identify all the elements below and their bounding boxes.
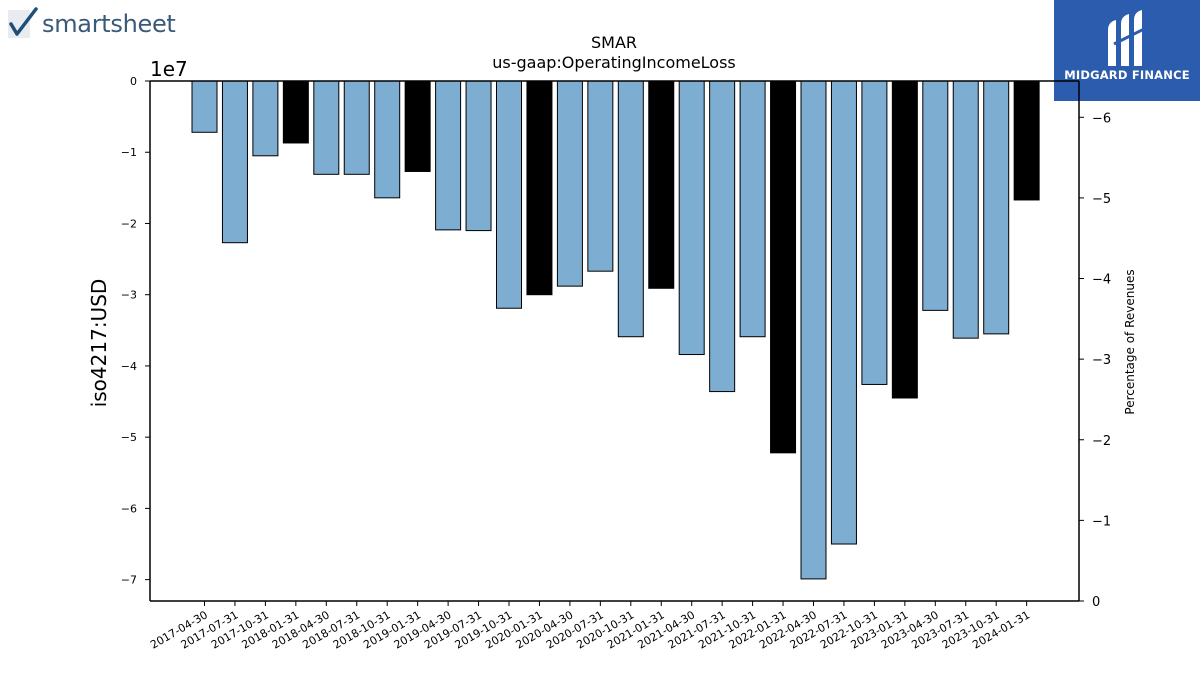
bar-2020-10-31 bbox=[617, 80, 644, 338]
bar-2023-04-30 bbox=[922, 80, 949, 311]
y-tick-label: −1 bbox=[121, 146, 137, 159]
y-offset-label: 1e7 bbox=[150, 57, 188, 81]
y2-tick-label: −6 bbox=[1092, 111, 1111, 126]
bar-2017-04-30 bbox=[191, 80, 218, 133]
y-tick-label: 0 bbox=[130, 75, 137, 88]
bar-2021-04-30 bbox=[678, 80, 705, 356]
bar-2022-10-31 bbox=[861, 80, 888, 385]
y-tick-label: −7 bbox=[121, 574, 137, 587]
midgard-finance-wordmark: MIDGARD FINANCE bbox=[1064, 68, 1190, 82]
bars-group bbox=[191, 80, 1040, 580]
y-tick-label: −5 bbox=[121, 431, 137, 444]
y2-tick-label: −5 bbox=[1092, 192, 1111, 207]
checkmark-icon bbox=[8, 7, 38, 38]
bar-2019-07-31 bbox=[465, 80, 492, 232]
axes-group bbox=[149, 80, 1080, 602]
bar-2022-04-30 bbox=[800, 80, 827, 580]
bar-2022-01-31 bbox=[770, 80, 797, 454]
midgard-m-icon bbox=[1108, 10, 1147, 66]
bar-2017-10-31 bbox=[252, 80, 279, 157]
y2-tick-label: 0 bbox=[1092, 595, 1100, 610]
bar-2019-01-31 bbox=[404, 80, 431, 172]
bar-2020-04-30 bbox=[556, 80, 583, 287]
bar-2023-01-31 bbox=[891, 80, 918, 399]
y2-axis-label: Percentage of Revenues bbox=[1123, 269, 1137, 414]
bar-2020-07-31 bbox=[587, 80, 614, 272]
y2-tick-label: −1 bbox=[1092, 514, 1111, 529]
bar-2018-01-31 bbox=[282, 80, 309, 144]
bar-2021-10-31 bbox=[739, 80, 766, 338]
bar-2023-10-31 bbox=[983, 80, 1010, 335]
y-axis-label: iso4217:USD bbox=[87, 279, 111, 408]
chart-title: SMAR bbox=[591, 33, 637, 52]
bar-2018-07-31 bbox=[343, 80, 370, 175]
bar-2018-10-31 bbox=[374, 80, 401, 199]
y2-tick-label: −3 bbox=[1092, 353, 1111, 368]
y2-tick-label: −4 bbox=[1092, 273, 1111, 288]
smartsheet-logo: smartsheet bbox=[6, 4, 176, 44]
bar-2021-07-31 bbox=[709, 80, 736, 393]
y2-tick-label: −2 bbox=[1092, 434, 1111, 449]
bar-2019-04-30 bbox=[435, 80, 462, 231]
y-tick-label: −2 bbox=[121, 217, 137, 230]
y-tick-label: −6 bbox=[121, 502, 137, 515]
smartsheet-wordmark: smartsheet bbox=[42, 10, 176, 38]
bar-2020-01-31 bbox=[526, 80, 553, 296]
bar-2018-04-30 bbox=[313, 80, 340, 175]
bar-2024-01-31 bbox=[1013, 80, 1040, 201]
y-tick-label: −3 bbox=[121, 289, 137, 302]
bar-2019-10-31 bbox=[496, 80, 522, 309]
bar-2017-07-31 bbox=[221, 80, 248, 244]
y-tick-label: −4 bbox=[121, 360, 137, 373]
bar-2023-07-31 bbox=[952, 80, 979, 339]
bar-2022-07-31 bbox=[830, 80, 857, 545]
bar-2021-01-31 bbox=[648, 80, 675, 289]
chart-subtitle: us-gaap:OperatingIncomeLoss bbox=[492, 53, 736, 72]
